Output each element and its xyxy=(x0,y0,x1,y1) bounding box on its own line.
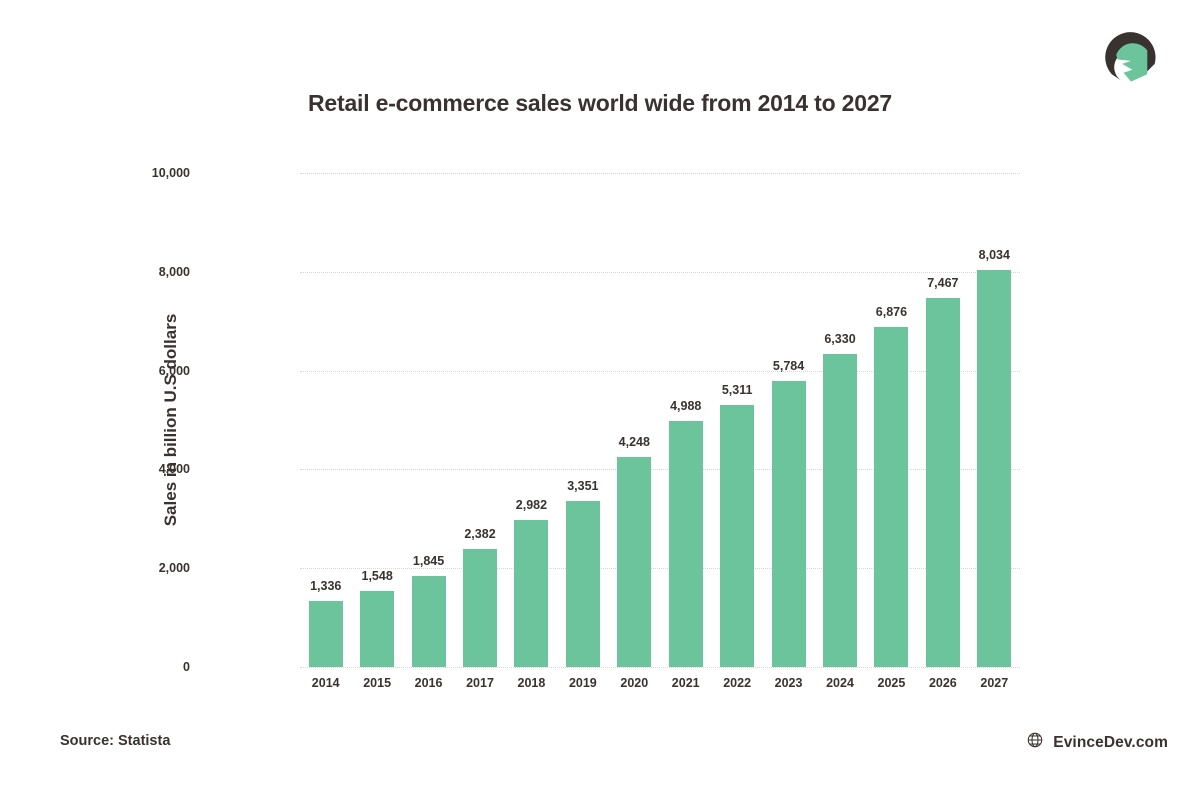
spartan-helmet-logo xyxy=(1094,18,1168,92)
bar[interactable] xyxy=(308,601,343,667)
x-axis-tick-label: 2024 xyxy=(826,676,854,690)
x-axis-tick-label: 2018 xyxy=(517,676,546,690)
y-axis-tick-label: 4,000 xyxy=(158,462,190,477)
bar-value-label: 1,336 xyxy=(310,579,342,593)
gridline xyxy=(300,271,1020,273)
plot-area xyxy=(300,173,1020,668)
x-axis-tick-label: 2026 xyxy=(928,676,957,690)
x-axis-tick-label: 2019 xyxy=(568,676,597,690)
bar[interactable] xyxy=(617,457,652,667)
x-axis-tick-label: 2016 xyxy=(414,676,443,690)
page-title: Retail e-commerce sales world wide from … xyxy=(307,90,893,116)
bar[interactable] xyxy=(720,404,755,667)
bar-value-label: 6,876 xyxy=(875,305,908,320)
gridline xyxy=(300,667,1020,668)
x-axis-tick-label: 2014 xyxy=(311,676,340,690)
bar-value-label: 2,382 xyxy=(464,527,496,542)
x-axis-tick-label: 2022 xyxy=(723,676,752,690)
x-axis-tick-label: 2017 xyxy=(466,676,494,690)
bar-value-label: 4,988 xyxy=(670,398,702,413)
bar[interactable] xyxy=(565,501,600,667)
bar[interactable] xyxy=(771,381,806,667)
bar-value-label: 8,034 xyxy=(978,248,1010,263)
bar-value-label: 7,467 xyxy=(927,276,959,291)
y-axis-tick-label: 10,000 xyxy=(151,166,190,180)
x-axis-tick-label: 2020 xyxy=(620,676,649,690)
bar-value-label: 4,248 xyxy=(618,435,650,450)
x-axis-tick-label: 2025 xyxy=(877,676,906,690)
bar-value-label: 1,845 xyxy=(412,553,445,568)
site-credit-label: EvinceDev.com xyxy=(1053,733,1168,751)
y-axis-tick-label: 2,000 xyxy=(158,561,190,576)
bar[interactable] xyxy=(874,327,909,667)
bar[interactable] xyxy=(925,298,960,667)
x-axis-tick-label: 2023 xyxy=(774,676,803,690)
bar-value-label: 1,548 xyxy=(361,568,393,583)
y-axis-tick-label: 8,000 xyxy=(158,264,190,279)
source-note: Source: Statista xyxy=(60,733,171,749)
bar[interactable] xyxy=(977,270,1012,667)
gridline xyxy=(300,173,1020,174)
y-axis-label: Sales in billion U.S dollars xyxy=(161,313,180,527)
bar-value-label: 3,351 xyxy=(567,479,599,494)
bar[interactable] xyxy=(823,354,857,667)
bar-value-label: 5,784 xyxy=(772,359,805,374)
gridline xyxy=(300,568,1020,570)
bar[interactable] xyxy=(514,519,549,667)
site-credit: EvinceDev.com xyxy=(1026,731,1168,754)
x-axis-tick-label: 2027 xyxy=(980,676,1009,690)
bar[interactable] xyxy=(463,549,497,667)
gridline xyxy=(300,370,1020,372)
bar[interactable] xyxy=(668,420,703,667)
gridline xyxy=(300,469,1020,471)
bar-value-label: 6,330 xyxy=(824,332,856,347)
bar-value-label: 5,311 xyxy=(721,382,753,397)
bar-value-label: 2,982 xyxy=(515,497,548,512)
bar[interactable] xyxy=(411,575,446,667)
globe-icon xyxy=(1026,731,1044,754)
bar[interactable] xyxy=(360,590,395,667)
y-axis-tick-label: 6,000 xyxy=(158,363,190,378)
x-axis-tick-label: 2015 xyxy=(363,676,392,690)
y-axis-tick-label: 0 xyxy=(183,660,190,674)
x-axis-tick-label: 2021 xyxy=(671,676,700,690)
